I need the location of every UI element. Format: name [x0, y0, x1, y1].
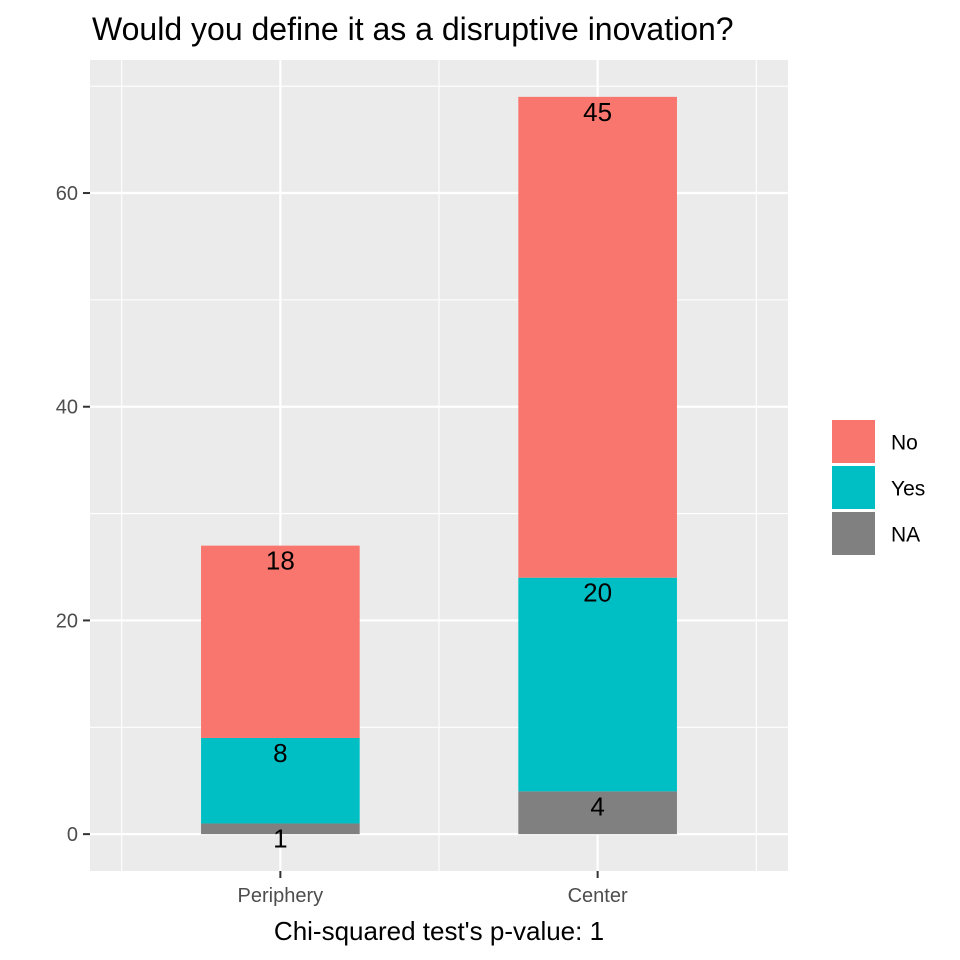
legend-key-no	[832, 420, 875, 463]
legend-key-yes	[832, 466, 875, 509]
bar-no-center	[518, 96, 677, 578]
data-label: 20	[583, 578, 612, 608]
y-tick-label: 0	[67, 824, 78, 846]
y-axis: 0 20 40 60	[56, 183, 90, 846]
y-tick-label: 60	[56, 183, 78, 205]
legend-label-no: No	[891, 432, 918, 455]
data-label: 8	[273, 738, 287, 768]
y-tick-label: 40	[56, 397, 78, 419]
legend-label-na: NA	[891, 524, 920, 547]
data-label: 4	[590, 791, 604, 821]
data-label: 1	[273, 823, 287, 853]
y-tick-label: 20	[56, 610, 78, 632]
legend-label-yes: Yes	[891, 478, 925, 501]
bar-yes-periphery	[201, 737, 360, 824]
x-axis: Periphery Center	[238, 871, 628, 907]
chart-title: Would you define it as a disruptive inov…	[92, 11, 734, 47]
legend-key-na	[832, 512, 875, 555]
bar-yes-center	[518, 577, 677, 792]
x-axis-label: Chi-squared test's p-value: 1	[274, 916, 604, 946]
bar-na-periphery	[201, 823, 360, 835]
data-label: 45	[583, 97, 612, 127]
bars	[201, 96, 677, 835]
x-tick-label: Periphery	[238, 885, 324, 907]
bar-na-center	[518, 791, 677, 835]
bar-no-periphery	[201, 545, 360, 738]
x-tick-label: Center	[568, 885, 628, 907]
legend: No Yes NA	[832, 420, 925, 555]
data-label: 18	[266, 546, 295, 576]
